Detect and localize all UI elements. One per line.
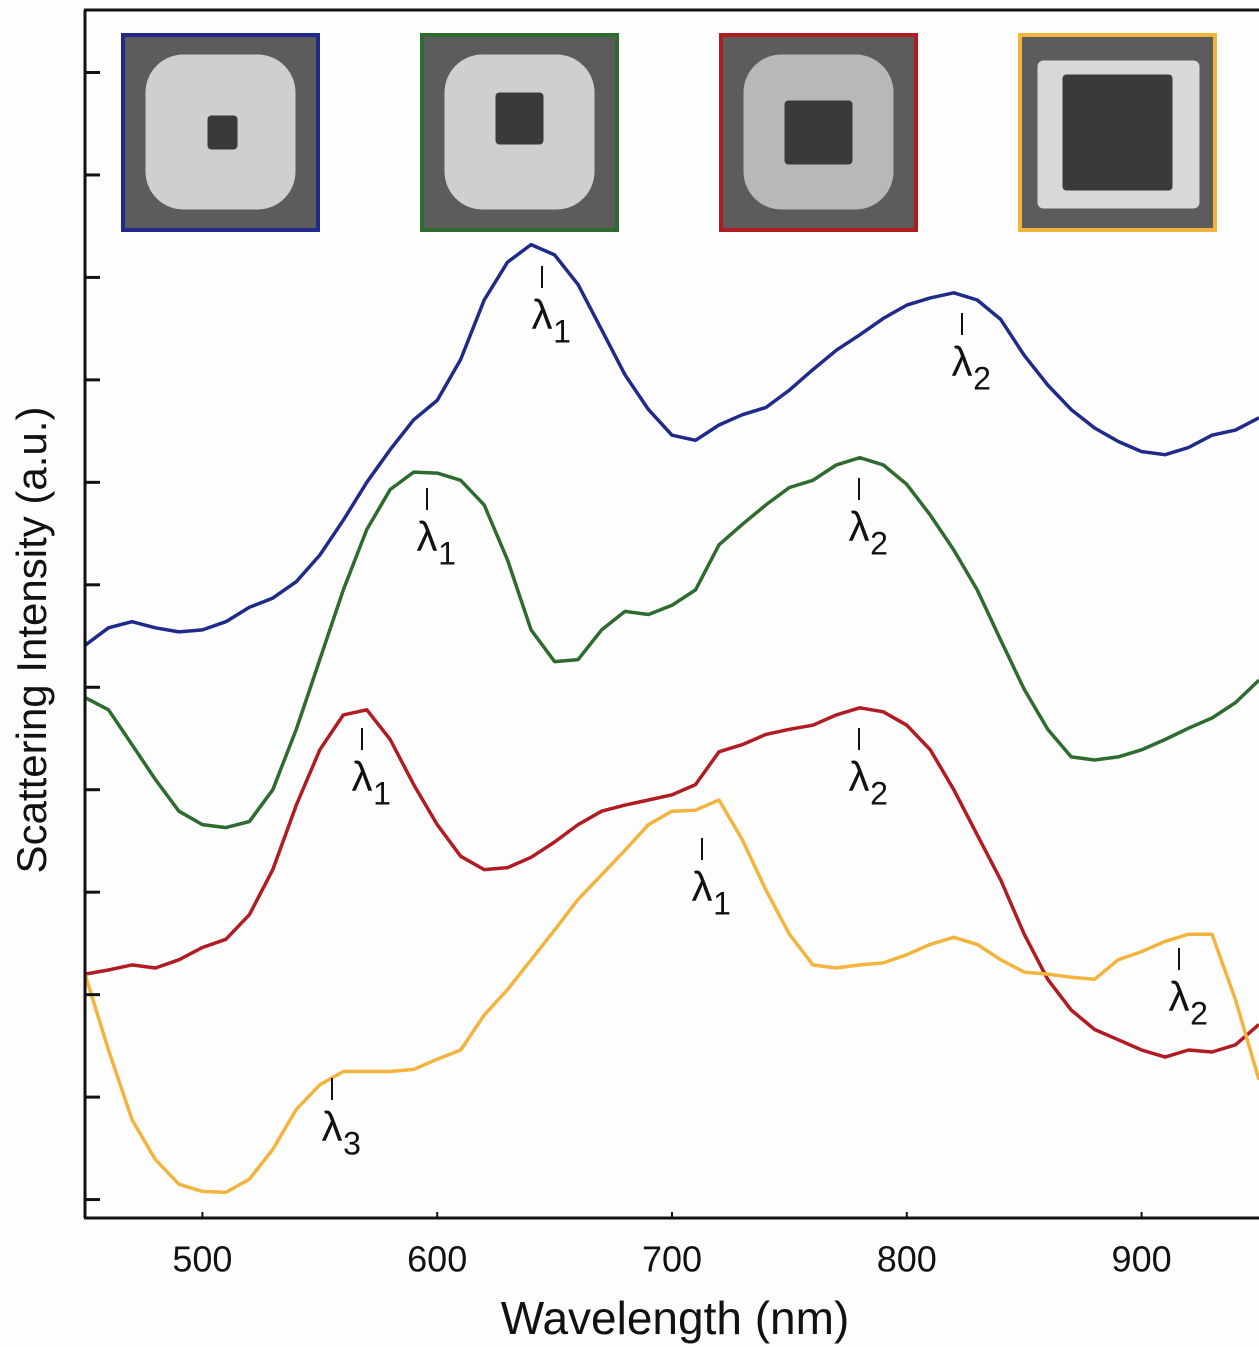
annotation-symbol: λ <box>849 503 870 550</box>
annotation-subscript: 3 <box>343 1125 361 1161</box>
x-tick-label: 600 <box>407 1239 467 1280</box>
x-tick-label: 900 <box>1112 1239 1172 1280</box>
plot-area <box>85 242 1259 1195</box>
inset-hole <box>495 92 544 145</box>
annotation-subscript: 2 <box>973 360 991 396</box>
x-tick-label: 500 <box>172 1239 232 1280</box>
annotation-subscript: 2 <box>870 775 888 811</box>
annotation-symbol: λ <box>352 753 373 800</box>
annotation-subscript: 1 <box>373 775 391 811</box>
annotation-subscript: 1 <box>713 885 731 921</box>
annotation-subscript: 1 <box>438 535 456 571</box>
y-axis-label: Scattering Intensity (a.u.) <box>8 407 55 874</box>
series-line <box>85 798 1259 1195</box>
annotation-symbol: λ <box>849 753 870 800</box>
insets <box>121 33 1217 232</box>
series-line <box>85 706 1259 1059</box>
annotation-subscript: 2 <box>1190 995 1208 1031</box>
annotation-subscript: 1 <box>553 313 571 349</box>
annotation-symbol: λ <box>417 513 438 560</box>
x-tick-label: 700 <box>642 1239 702 1280</box>
annotation-subscript: 2 <box>870 525 888 561</box>
x-axis-label: Wavelength (nm) <box>501 1292 850 1344</box>
x-tick-label: 800 <box>877 1239 937 1280</box>
annotation-symbol: λ <box>692 863 713 910</box>
annotation-symbol: λ <box>322 1103 343 1150</box>
annotation-symbol: λ <box>1169 973 1190 1020</box>
inset-hole <box>1062 74 1173 191</box>
inset-hole <box>207 115 238 150</box>
annotation-symbol: λ <box>952 338 973 385</box>
annotation-symbol: λ <box>532 291 553 338</box>
series-line <box>85 455 1259 830</box>
axes <box>83 8 1259 1220</box>
series-line <box>85 242 1259 647</box>
inset-hole <box>784 100 853 165</box>
